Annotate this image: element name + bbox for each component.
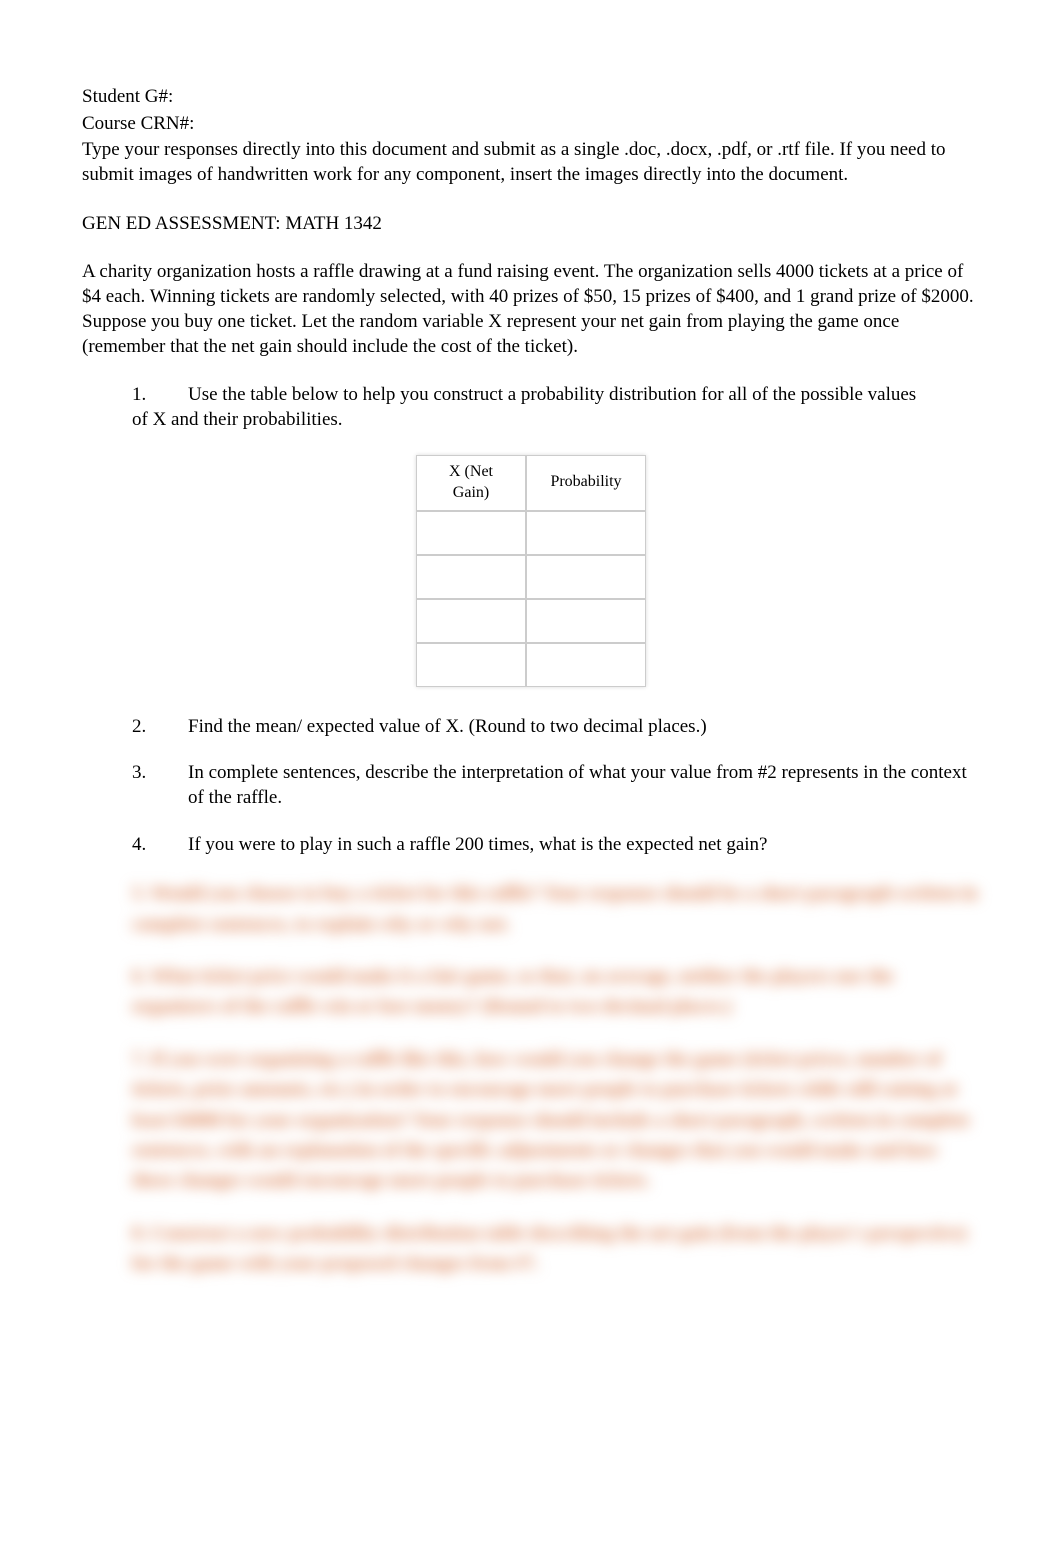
question-number: 2. [132, 715, 150, 740]
probability-distribution-table: X (Net Gain) Probability [416, 455, 646, 687]
course-crn-label: Course CRN#: [82, 112, 980, 137]
blurred-content: 5. Would you choose to buy a ticket for … [82, 879, 980, 1279]
questions-container: 1. Use the table below to help you const… [82, 383, 980, 408]
question-2: 2. Find the mean/ expected value of X. (… [132, 715, 980, 740]
problem-statement: A charity organization hosts a raffle dr… [82, 260, 980, 359]
table-header-row: X (Net Gain) Probability [416, 455, 646, 511]
question-number: 4. [132, 833, 150, 858]
problem-paragraph-1: A charity organization hosts a raffle dr… [82, 260, 980, 309]
blurred-question-6: 6. What ticket price would make it a fai… [132, 962, 980, 1023]
assessment-title: GEN ED ASSESSMENT: MATH 1342 [82, 212, 980, 237]
col-header-probability: Probability [526, 455, 646, 511]
question-text: If you were to play in such a raffle 200… [188, 833, 980, 858]
question-3: 3. In complete sentences, describe the i… [132, 761, 980, 810]
blurred-question-7: 7. If you were organizing a raffle like … [132, 1045, 980, 1197]
table-row [416, 643, 646, 687]
question-text: Use the table below to help you construc… [188, 383, 980, 408]
blurred-question-8: 8. Construct a new probability distribut… [132, 1219, 980, 1280]
table-cell [416, 511, 526, 555]
table-cell [526, 555, 646, 599]
table-cell [526, 643, 646, 687]
question-number: 1. [132, 383, 150, 408]
question-number: 3. [132, 761, 150, 810]
question-text: Find the mean/ expected value of X. (Rou… [188, 715, 980, 740]
problem-paragraph-2: Suppose you buy one ticket. Let the rand… [82, 310, 980, 359]
question-1: 1. Use the table below to help you const… [132, 383, 980, 408]
table-cell [416, 555, 526, 599]
col-header-net-gain: X (Net Gain) [416, 455, 526, 511]
table-cell [416, 643, 526, 687]
table-cell [526, 511, 646, 555]
question-1-continuation: of X and their probabilities. [82, 408, 980, 433]
blurred-question-5: 5. Would you choose to buy a ticket for … [132, 879, 980, 940]
submission-instructions: Type your responses directly into this d… [82, 138, 980, 187]
question-text: In complete sentences, describe the inte… [188, 761, 980, 810]
table-row [416, 511, 646, 555]
table-cell [416, 599, 526, 643]
question-4: 4. If you were to play in such a raffle … [132, 833, 980, 858]
questions-container-2: 2. Find the mean/ expected value of X. (… [82, 715, 980, 858]
table-cell [526, 599, 646, 643]
student-id-label: Student G#: [82, 85, 980, 110]
table-row [416, 599, 646, 643]
table-row [416, 555, 646, 599]
probability-table-wrapper: X (Net Gain) Probability [82, 455, 980, 687]
